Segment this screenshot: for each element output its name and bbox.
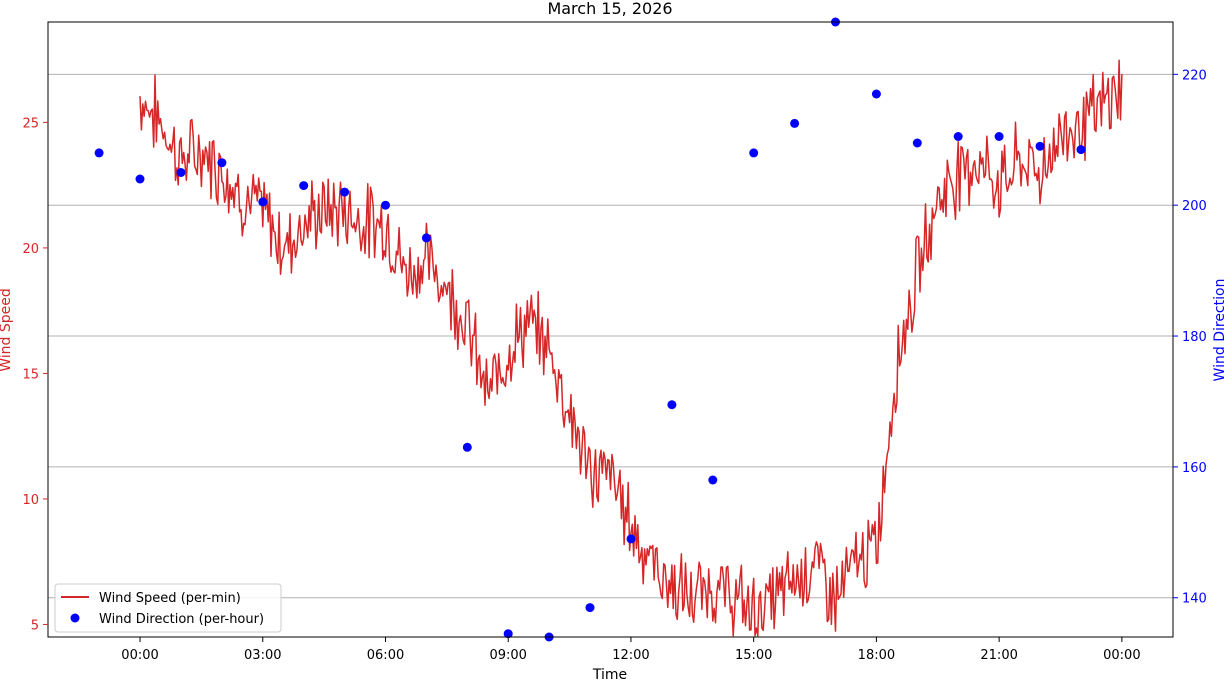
y-left-axis-label: Wind Speed <box>0 288 14 372</box>
x-axis-label: Time <box>592 667 627 682</box>
wind-direction-point <box>994 132 1004 141</box>
y-left-tick-label: 15 <box>22 367 39 382</box>
legend-speed-label: Wind Speed (per-min) <box>99 591 241 606</box>
wind-direction-point <box>381 200 390 210</box>
wind-direction-point <box>299 181 309 191</box>
x-tick-label: 12:00 <box>612 648 649 663</box>
wind-direction-point <box>953 132 963 141</box>
x-tick-label: 09:00 <box>489 648 526 663</box>
wind-direction-point <box>421 233 431 243</box>
wind-direction-point <box>94 148 104 158</box>
wind-speed-layer <box>139 59 1123 637</box>
x-tick-label: 00:00 <box>1103 648 1140 663</box>
y-left-axis: 5 10 15 20 25 <box>22 116 48 633</box>
x-axis: 00:00 03:00 06:00 09:00 12:00 15:00 18:00 21:00… <box>121 637 1141 663</box>
wind-direction-point <box>1076 145 1086 155</box>
wind-direction-point <box>626 534 636 544</box>
chart-title: March 15, 2026 <box>547 0 672 18</box>
wind-direction-point <box>585 603 595 613</box>
y-right-tick-label: 160 <box>1182 461 1207 476</box>
legend-direction-swatch <box>70 613 80 623</box>
plot-frame <box>47 21 1174 638</box>
wind-direction-point <box>871 89 881 99</box>
y-left-tick-label: 25 <box>22 116 39 131</box>
y-right-tick-label: 200 <box>1182 199 1207 214</box>
wind-direction-point <box>790 118 800 128</box>
y-right-axis-label: Wind Direction <box>1212 279 1228 382</box>
legend-box <box>54 583 282 633</box>
wind-direction-point <box>1035 141 1045 151</box>
legend: Wind Speed (per-min) Wind Direction (per… <box>54 583 282 633</box>
wind-direction-point <box>503 629 513 639</box>
wind-direction-point <box>340 187 350 197</box>
legend-direction-label: Wind Direction (per-hour) <box>99 612 264 627</box>
x-tick-label: 21:00 <box>980 648 1017 663</box>
y-right-tick-label: 220 <box>1182 68 1207 83</box>
x-tick-label: 18:00 <box>858 648 895 663</box>
wind-direction-point <box>176 168 186 177</box>
wind-direction-point <box>217 158 227 168</box>
wind-direction-point <box>667 400 677 410</box>
x-tick-label: 03:00 <box>244 648 281 663</box>
wind-direction-point <box>135 174 145 184</box>
x-tick-label: 00:00 <box>121 648 158 663</box>
y-right-tick-label: 140 <box>1182 592 1207 607</box>
wind-direction-point <box>749 148 759 158</box>
x-tick-label: 06:00 <box>367 648 404 663</box>
wind-direction-point <box>912 138 922 148</box>
y-right-tick-label: 180 <box>1182 330 1207 345</box>
y-left-tick-label: 5 <box>31 618 39 633</box>
y-left-tick-label: 20 <box>22 242 39 257</box>
x-tick-label: 15:00 <box>735 648 772 663</box>
wind-direction-point <box>462 442 472 452</box>
wind-speed-line <box>139 59 1123 637</box>
y-right-axis: 140 160 180 200 220 <box>1173 68 1207 607</box>
y-left-tick-label: 10 <box>22 493 39 508</box>
grid-lines <box>48 73 1173 599</box>
wind-direction-point <box>708 475 718 485</box>
wind-direction-point <box>258 197 268 207</box>
